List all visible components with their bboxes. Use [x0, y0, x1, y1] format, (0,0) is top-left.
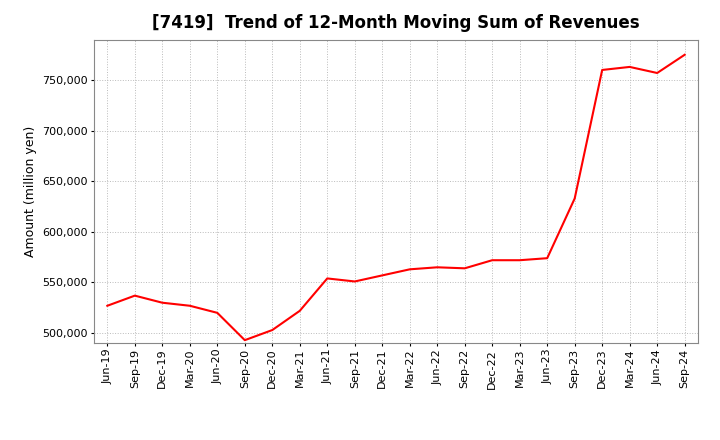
Y-axis label: Amount (million yen): Amount (million yen) — [24, 126, 37, 257]
Title: [7419]  Trend of 12-Month Moving Sum of Revenues: [7419] Trend of 12-Month Moving Sum of R… — [152, 15, 640, 33]
